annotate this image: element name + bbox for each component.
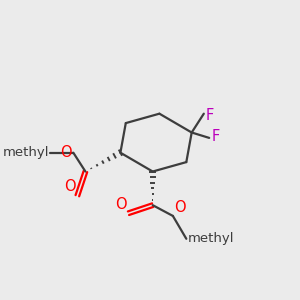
Text: O: O bbox=[116, 197, 127, 212]
Text: O: O bbox=[174, 200, 186, 215]
Text: methyl: methyl bbox=[3, 146, 49, 159]
Text: F: F bbox=[211, 129, 220, 144]
Text: F: F bbox=[206, 107, 214, 122]
Text: O: O bbox=[60, 145, 72, 160]
Text: O: O bbox=[64, 179, 76, 194]
Text: methyl: methyl bbox=[188, 232, 234, 245]
